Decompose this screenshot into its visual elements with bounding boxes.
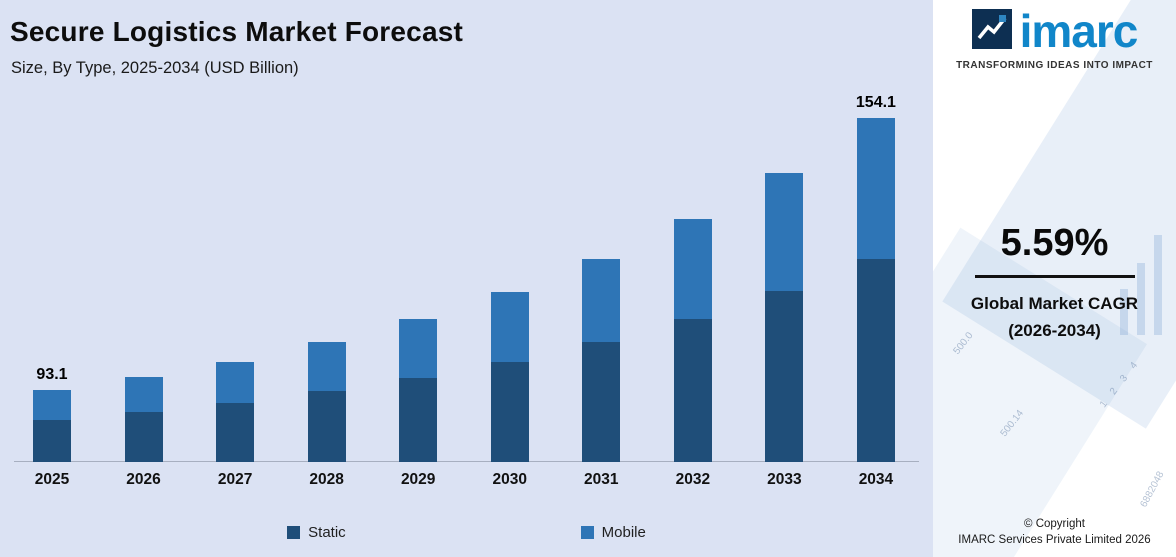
legend-item-mobile: Mobile	[580, 524, 646, 541]
bar-segment-static-2032	[673, 319, 712, 462]
watermark-bar	[1137, 263, 1145, 335]
bar-segment-static-2034	[856, 259, 895, 462]
bar-segment-mobile-2030	[490, 292, 529, 362]
x-axis-line	[14, 461, 919, 462]
bar-segment-mobile-2032	[673, 219, 712, 319]
cagr-label-line1: Global Market CAGR	[970, 294, 1139, 313]
legend-swatch-static	[287, 526, 301, 539]
cagr-divider	[974, 275, 1135, 278]
legend: Static Mobile	[0, 524, 933, 541]
bar-2029	[399, 319, 438, 462]
watermark-bar	[1120, 289, 1128, 335]
bar-segment-static-2028	[307, 391, 346, 462]
bar-segment-static-2027	[216, 403, 255, 462]
chart-title: Secure Logistics Market Forecast	[10, 16, 464, 47]
imarc-logo: imarc TRANSFORMING IDEAS INTO IMPACT	[933, 8, 1176, 71]
imarc-logo-icon	[971, 8, 1012, 54]
cagr-label-line2: (2026-2034)	[1008, 321, 1101, 341]
bar-segment-mobile-2033	[765, 173, 804, 291]
watermark-text: 6882048	[1138, 469, 1167, 510]
x-tick-2031: 2031	[584, 471, 619, 488]
x-tick-2028: 2028	[309, 471, 344, 488]
copyright-line1: © Copyright	[1024, 517, 1085, 530]
bar-segment-mobile-2028	[307, 342, 346, 391]
x-tick-2034: 2034	[858, 471, 894, 488]
bar-segment-static-2026	[124, 412, 163, 462]
bar-2026	[124, 377, 163, 462]
bar-segment-static-2033	[765, 291, 804, 462]
chart-subtitle: Size, By Type, 2025-2034 (USD Billion)	[11, 59, 299, 77]
logo-row: imarc	[933, 8, 1176, 54]
legend-label-mobile: Mobile	[601, 524, 646, 541]
legend-label-static: Static	[308, 524, 346, 541]
bar-2027	[216, 362, 255, 462]
sidebar: 500.0 1 2 3 4 6882048 500.14 imarc TRANS…	[933, 0, 1176, 557]
bar-segment-mobile-2029	[399, 319, 438, 378]
imarc-tagline: TRANSFORMING IDEAS INTO IMPACT	[956, 60, 1153, 71]
x-tick-2029: 2029	[400, 471, 436, 488]
bar-segment-static-2030	[490, 362, 529, 462]
legend-swatch-mobile	[580, 526, 594, 539]
x-tick-2030: 2030	[492, 471, 527, 488]
chart-panel: Secure Logistics Market Forecast Size, B…	[0, 0, 933, 557]
bar-segment-static-2025	[33, 420, 71, 462]
bar-segment-mobile-2026	[124, 377, 163, 412]
copyright-block: © Copyright IMARC Services Private Limit…	[933, 516, 1176, 549]
bar-segment-mobile-2031	[582, 259, 621, 342]
bar-2032	[673, 219, 712, 462]
watermark-bar	[1154, 235, 1162, 335]
bar-2028	[307, 342, 346, 462]
x-tick-2027: 2027	[217, 471, 253, 488]
plot-area: 93.1 2025 2026 2027 2028 2029 2030 2031 2032 2033…	[14, 94, 919, 488]
x-tick-2025: 2025	[34, 471, 70, 488]
bar-segment-static-2031	[582, 342, 621, 462]
legend-item-static: Static	[287, 524, 346, 541]
watermark-mini-bars	[1120, 235, 1162, 335]
bar-2033	[765, 173, 804, 462]
value-label-2025: 93.1	[36, 366, 68, 383]
bar-2030	[490, 292, 529, 462]
cagr-block: 5.59% Global Market CAGR (2026-2034)	[933, 222, 1176, 344]
bar-segment-static-2029	[399, 378, 438, 462]
bar-segment-mobile-2027	[216, 362, 255, 403]
x-tick-2032: 2032	[675, 471, 711, 488]
bar-segment-mobile-2025	[33, 390, 71, 420]
bar-2034	[856, 118, 895, 462]
cagr-value: 5.59%	[1000, 222, 1109, 264]
bar-segment-mobile-2034	[856, 118, 895, 259]
copyright-line2: IMARC Services Private Limited 2026	[958, 534, 1151, 547]
x-tick-2033: 2033	[767, 471, 802, 488]
imarc-logo-text: imarc	[1019, 5, 1139, 57]
bar-2031	[582, 259, 621, 462]
value-label-2034: 154.1	[855, 94, 896, 111]
x-tick-2026: 2026	[126, 471, 161, 488]
bar-2025	[33, 390, 71, 462]
